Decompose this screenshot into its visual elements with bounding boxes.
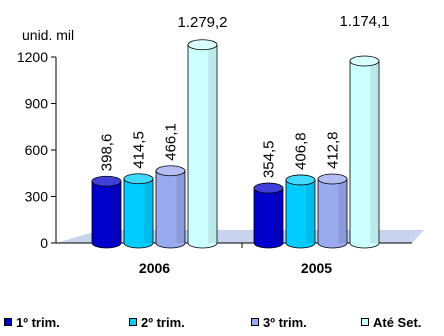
bar [123,178,154,249]
bar-shade [112,181,121,243]
bar-shade [370,61,379,244]
bar-top [349,55,380,67]
legend-label: 1º trim. [16,314,60,330]
y-tick-label: 0 [40,235,48,251]
legend-item: 1º trim. [4,313,60,331]
bar-top [285,174,316,186]
bar-shade [176,170,185,243]
data-label: 412,8 [325,131,342,169]
bar [317,178,348,249]
bar-top [253,182,284,194]
legend-item: Até Set. [361,313,421,331]
legend-item: 2º trim. [129,313,185,331]
bar-shade [274,188,283,243]
bar-shade [306,179,315,243]
legend-swatch [251,318,259,326]
legend-swatch [129,318,137,326]
y-tick-label: 300 [25,189,49,205]
legend-swatch [361,318,369,326]
y-tick-label: 900 [25,96,49,112]
bar-top [91,175,122,187]
y-tick-label: 600 [25,142,49,158]
data-label: 354,5 [261,141,278,179]
bar [155,170,186,249]
x-tick-label: 2006 [139,260,170,276]
x-tick-label: 2005 [301,260,332,276]
bar [285,179,316,249]
legend-label: 2º trim. [141,314,185,330]
bar-top [317,173,348,185]
data-label: 1.279,2 [177,14,227,31]
legend-item: 3º trim. [251,313,307,331]
bar-top [155,165,186,177]
data-label: 466,1 [163,123,180,161]
bar [253,187,284,249]
bar-top [123,173,154,185]
bar-shade [208,44,217,243]
data-label: 406,8 [293,132,310,170]
bar [349,60,380,249]
bar-top [187,39,218,51]
legend: 1º trim. 2º trim. 3º trim. Até Set. [4,313,444,331]
legend-label: 3º trim. [263,314,307,330]
data-label: 398,6 [99,134,116,172]
legend-swatch [4,318,12,326]
y-axis-label: unid. mil [22,27,74,43]
bar [91,180,122,249]
bar-shade [338,179,347,243]
data-label: 414,5 [131,131,148,169]
data-label: 1.174,1 [339,13,389,30]
bar [187,44,218,249]
y-tick-label: 1200 [17,49,48,65]
bar-shade [144,178,153,243]
legend-label: Até Set. [373,314,422,330]
